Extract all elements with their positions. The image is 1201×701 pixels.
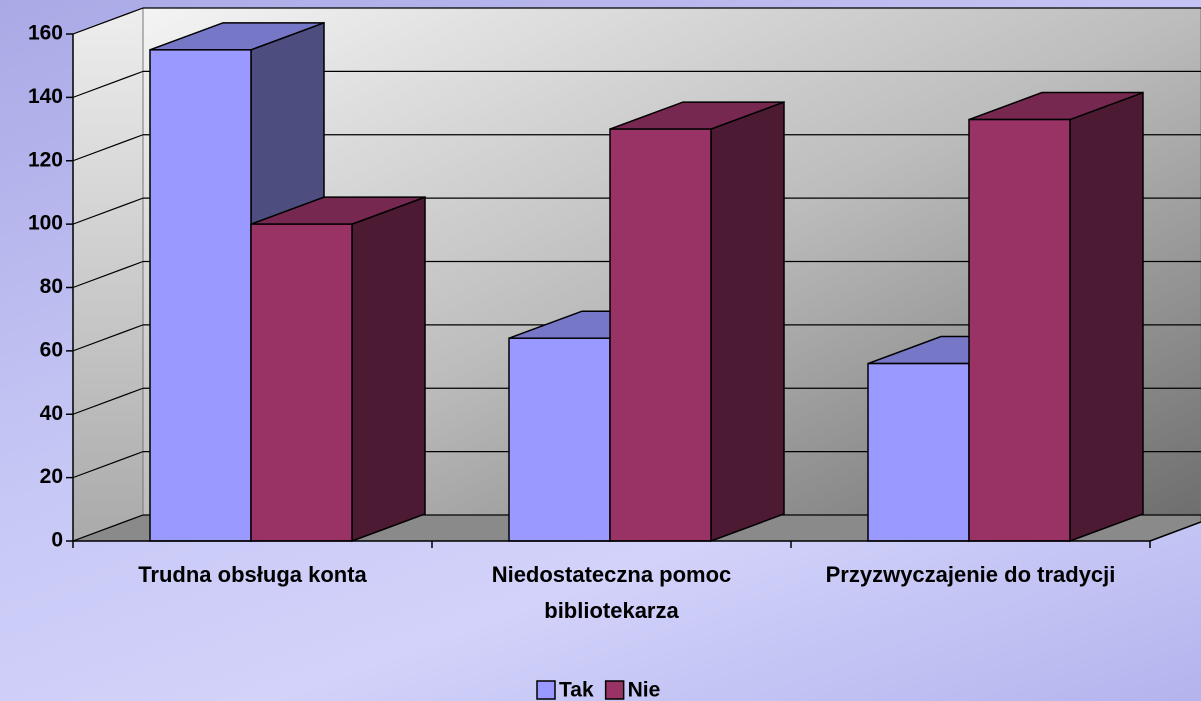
legend-swatch: [604, 680, 625, 700]
bar: [149, 49, 252, 542]
x-tick-label: Trudna obsługa konta: [138, 562, 367, 587]
grid-line-side: [72, 134, 144, 162]
y-tick-label: 140: [28, 85, 63, 108]
legend-label: Nie: [628, 679, 661, 701]
grid-line-side: [72, 70, 144, 98]
y-tick-label: 100: [28, 212, 63, 235]
x-axis-side: [1149, 521, 1201, 542]
x-tick-label: Niedostateczna pomoc bibliotekarza: [491, 562, 732, 623]
bar: [867, 362, 970, 542]
y-tick-label: 120: [28, 148, 63, 171]
bar: [968, 118, 1071, 542]
grid-line-side: [72, 451, 144, 479]
x-tick-label: Przyzwyczajenie do tradycji: [825, 562, 1116, 587]
y-tick-label: 60: [40, 338, 63, 361]
grid-line-side: [72, 197, 144, 225]
grid-line-side: [72, 260, 144, 289]
bar: [250, 223, 353, 542]
y-tick-label: 160: [28, 22, 63, 45]
grid-line-side: [72, 7, 144, 35]
y-tick-label: 0: [51, 529, 63, 552]
grid-line-side: [72, 387, 144, 415]
bar-side: [1069, 91, 1144, 543]
bar-3d: [250, 196, 426, 543]
bar: [609, 128, 712, 542]
bar-3d: [968, 91, 1144, 543]
grid-line-side: [72, 514, 144, 542]
legend-label: Tak: [559, 679, 594, 701]
y-tick-label: 40: [40, 402, 63, 425]
y-tick-label: 20: [40, 465, 63, 488]
bar-side: [710, 100, 785, 543]
bar-3d: [609, 100, 785, 543]
grid-line-side: [72, 324, 144, 352]
bar: [508, 337, 611, 542]
y-tick-label: 80: [40, 275, 63, 298]
bar-side: [351, 196, 426, 543]
legend-swatch: [536, 680, 556, 700]
